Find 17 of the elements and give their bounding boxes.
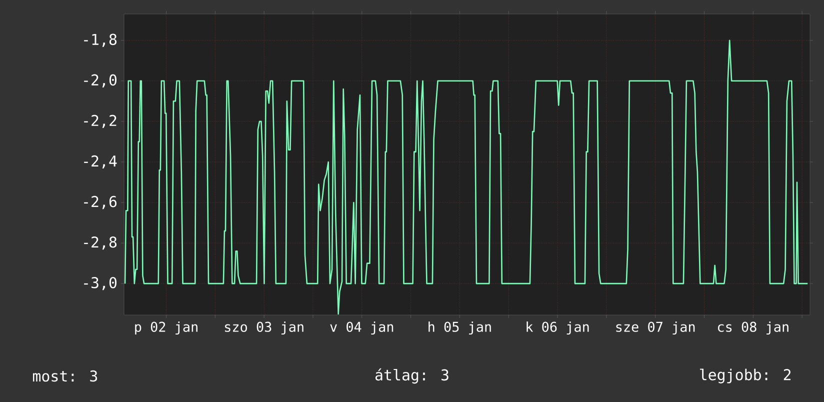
y-tick-label: -2,0 bbox=[84, 74, 116, 88]
y-tick-label: -2,2 bbox=[84, 114, 116, 128]
x-tick-label: p 02 jan bbox=[135, 322, 198, 335]
y-tick-label: -1,8 bbox=[84, 34, 117, 47]
x-tick-label: h 05 jan bbox=[428, 322, 491, 335]
y-tick-label: -3,0 bbox=[84, 276, 116, 290]
x-tick-label: v 04 jan bbox=[330, 322, 394, 335]
x-tick-label: cs 08 jan bbox=[718, 322, 788, 335]
x-tick-label: szo 03 jan bbox=[224, 322, 304, 335]
text: most: 3 bbox=[33, 370, 98, 382]
y-tick-label: -2,8 bbox=[84, 236, 117, 250]
text: legjobb: 2 bbox=[700, 368, 791, 384]
text: átlag: 3 bbox=[375, 368, 448, 384]
x-tick-label: k 06 jan bbox=[526, 322, 589, 335]
y-tick-label: -2,4 bbox=[84, 155, 117, 169]
x-tick-label: sze 07 jan bbox=[616, 322, 695, 335]
y-tick-label: -2,6 bbox=[84, 196, 116, 210]
